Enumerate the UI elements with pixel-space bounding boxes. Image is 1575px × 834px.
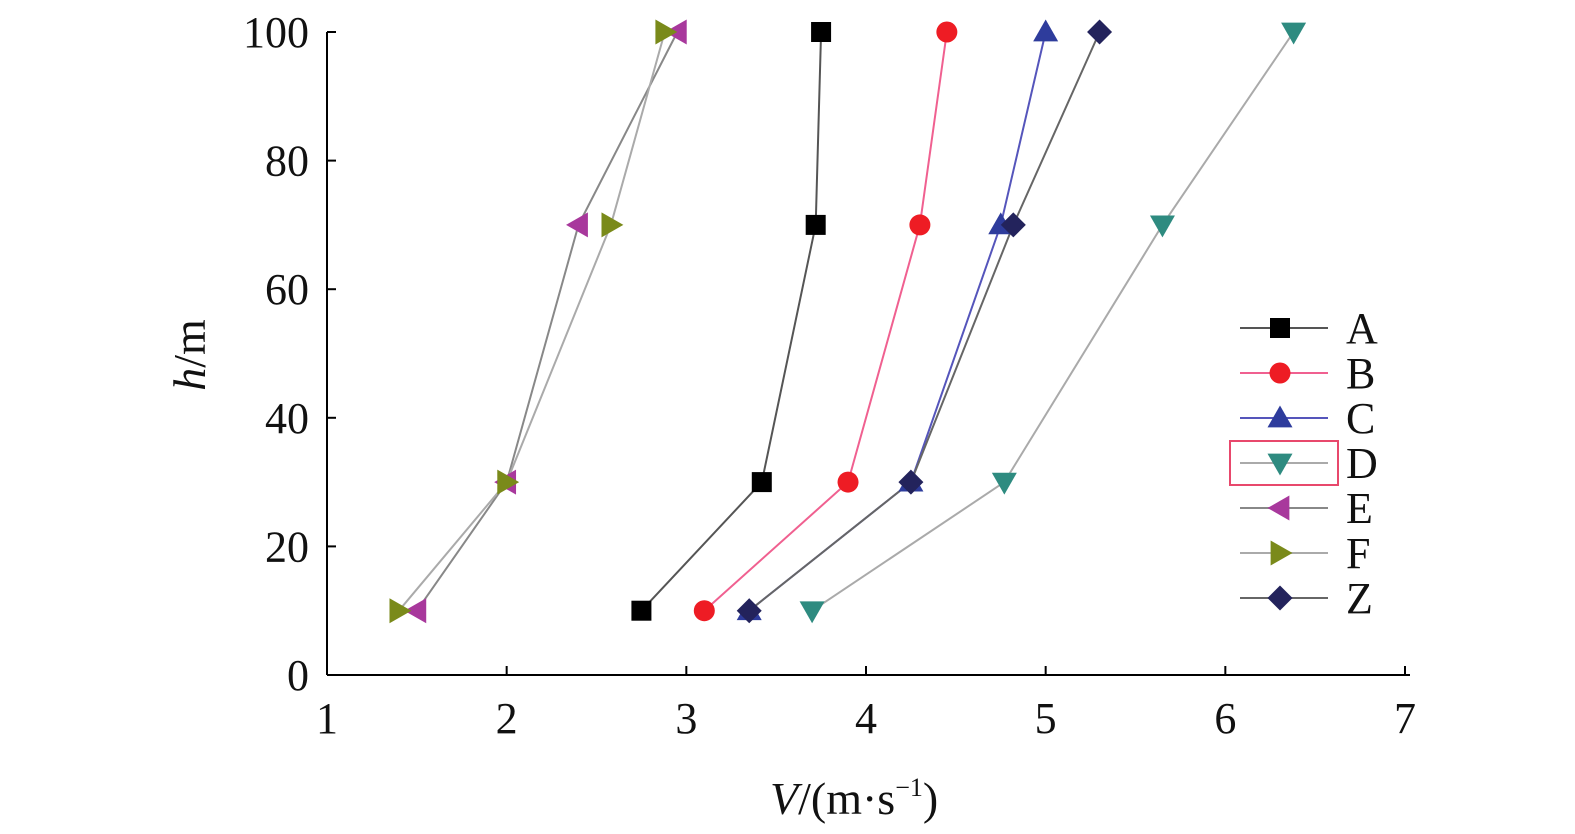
legend-label-c: C xyxy=(1346,394,1375,443)
y-axis-title: h/m xyxy=(164,319,215,391)
series-line-e xyxy=(416,31,679,612)
data-point-a xyxy=(805,214,826,235)
x-tick-label: 2 xyxy=(496,694,518,743)
data-point-b xyxy=(936,21,958,43)
x-tick-label: 5 xyxy=(1035,694,1057,743)
data-point-a xyxy=(751,472,772,493)
x-tick-label: 1 xyxy=(316,694,338,743)
legend-marker-z xyxy=(1267,585,1293,611)
legend-label-z: Z xyxy=(1346,574,1373,623)
data-point-f xyxy=(497,469,520,495)
y-tick-label: 40 xyxy=(265,394,309,443)
x-tick-label: 6 xyxy=(1214,694,1236,743)
data-point-e xyxy=(566,212,588,238)
series-line-a xyxy=(640,31,823,612)
data-point-f xyxy=(601,212,624,238)
data-point-d xyxy=(991,472,1017,495)
data-point-a xyxy=(811,22,832,42)
series-lines xyxy=(398,31,1295,612)
legend-highlight-box xyxy=(1229,440,1339,486)
x-axis-title: V/(m·s−1) xyxy=(770,773,938,824)
axes: 1 2 3 4 5 6 7 0 20 40 60 80 100 xyxy=(243,8,1416,743)
legend-marker-d xyxy=(1267,453,1293,476)
legend-marker-a xyxy=(1270,318,1290,338)
data-point-z xyxy=(1087,19,1113,45)
legend-label-a: A xyxy=(1346,304,1378,353)
data-point-b xyxy=(909,214,931,236)
data-point-z xyxy=(898,469,924,495)
series-line-b xyxy=(703,31,948,612)
series-line-d xyxy=(811,31,1295,612)
legend-marker-e xyxy=(1267,495,1290,521)
data-point-d xyxy=(1281,22,1307,45)
data-point-f xyxy=(389,598,412,624)
data-point-f xyxy=(655,19,678,45)
y-axis-title-unit: /m xyxy=(164,319,215,368)
x-axis-title-suffix: ) xyxy=(923,773,938,824)
data-point-z xyxy=(1000,212,1026,238)
legend-marker-c xyxy=(1267,405,1293,428)
x-tick-label: 7 xyxy=(1394,694,1416,743)
legend-marker-f xyxy=(1270,540,1293,566)
y-ticks: 0 20 40 60 80 100 xyxy=(243,8,336,700)
y-tick-label: 0 xyxy=(287,651,309,700)
x-tick-label: 4 xyxy=(855,694,877,743)
series-markers xyxy=(389,19,1307,624)
legend-label-d: D xyxy=(1346,439,1378,488)
data-point-b xyxy=(837,471,859,493)
data-point-e xyxy=(404,598,427,624)
x-ticks: 1 2 3 4 5 6 7 xyxy=(316,666,1416,743)
legend-marker-b xyxy=(1269,362,1291,384)
data-point-z xyxy=(736,598,762,624)
series-line-f xyxy=(398,31,666,612)
series-line-z xyxy=(748,31,1101,612)
x-axis-title-unit: /(m·s xyxy=(798,773,895,824)
data-point-b xyxy=(693,600,715,622)
data-point-d xyxy=(1149,215,1175,238)
legend-label-f: F xyxy=(1346,529,1370,578)
x-axis-title-main: V xyxy=(770,773,803,824)
x-tick-label: 3 xyxy=(675,694,697,743)
x-axis-title-exponent: −1 xyxy=(895,773,923,802)
y-tick-label: 80 xyxy=(265,137,309,186)
y-tick-label: 60 xyxy=(265,265,309,314)
legend-label-e: E xyxy=(1346,484,1373,533)
legend-label-b: B xyxy=(1346,349,1375,398)
y-axis-title-main: h xyxy=(164,368,215,391)
y-tick-label: 100 xyxy=(243,8,309,57)
data-point-d xyxy=(799,601,825,624)
data-point-c xyxy=(1033,19,1059,42)
y-tick-label: 20 xyxy=(265,522,309,571)
data-point-a xyxy=(631,600,652,621)
series-line-c xyxy=(748,31,1047,612)
